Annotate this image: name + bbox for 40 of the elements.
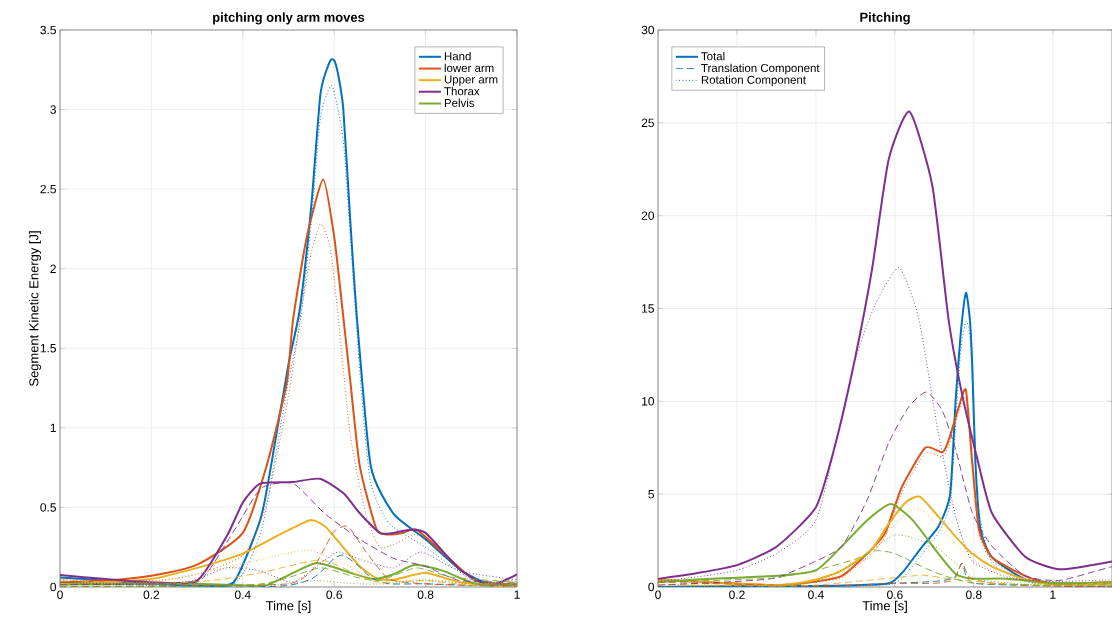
y-tick-label: 1	[50, 423, 56, 432]
legend-label: Thorax	[444, 86, 480, 96]
y-tick-label: 0	[648, 582, 655, 592]
x-tick-label: 0	[57, 590, 63, 599]
legend-label: Total	[701, 51, 725, 61]
y-tick-label: 10	[642, 397, 655, 406]
y-tick-label: 0	[50, 582, 57, 592]
legend-label: Rotation Component	[701, 75, 806, 87]
x-tick-label: 1	[514, 590, 520, 599]
y-tick-label: 15	[642, 304, 654, 313]
x-tick-label: 0.4	[234, 590, 251, 599]
x-tick-label: 0	[655, 590, 661, 599]
legend-label: lower arm	[444, 63, 494, 73]
legend-label: Pelvis	[444, 98, 475, 108]
x-tick-label: 0.8	[417, 590, 434, 599]
y-tick-label: 25	[641, 118, 654, 128]
y-tick-label: 5	[648, 490, 654, 499]
chart-title: Pitching	[860, 12, 910, 25]
y-tick-label: 20	[641, 211, 655, 220]
x-tick-label: 0.4	[808, 590, 824, 599]
y-tick-label: 2.5	[40, 184, 56, 194]
legend-label: Hand	[444, 51, 471, 61]
y-tick-label: 3.5	[40, 25, 56, 35]
y-tick-label: 0.5	[40, 503, 56, 512]
legend-label: Upper arm	[444, 75, 498, 86]
x-axis-title: Time [s]	[862, 600, 907, 613]
y-tick-label: 1.5	[40, 344, 56, 353]
y-axis-title: Segment Kinetic Energy [J]	[28, 231, 42, 387]
y-tick-label: 2	[50, 264, 56, 273]
x-tick-label: 0.6	[326, 590, 342, 599]
x-tick-label: 0.2	[143, 590, 160, 599]
x-tick-label: 0.8	[966, 590, 982, 599]
y-tick-label: 3	[50, 105, 56, 114]
x-tick-label: 0.6	[887, 590, 903, 599]
x-tick-label: 1	[1050, 590, 1056, 599]
x-axis-title: Time [s]	[266, 600, 311, 613]
chart-title: pitching only arm moves	[213, 12, 365, 25]
legend-label: Translation Component	[701, 63, 820, 75]
x-tick-label: 0.2	[729, 590, 745, 599]
y-tick-label: 30	[641, 25, 655, 35]
